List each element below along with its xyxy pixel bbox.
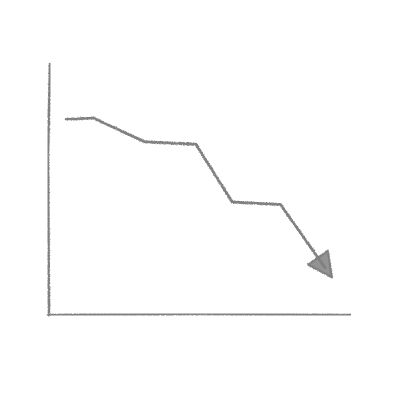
axes [46,62,352,317]
x-axis [46,312,352,317]
y-axis [46,62,52,317]
series-0-line [64,116,327,269]
series-layer [64,116,333,279]
series-0-arrowhead [307,249,333,279]
